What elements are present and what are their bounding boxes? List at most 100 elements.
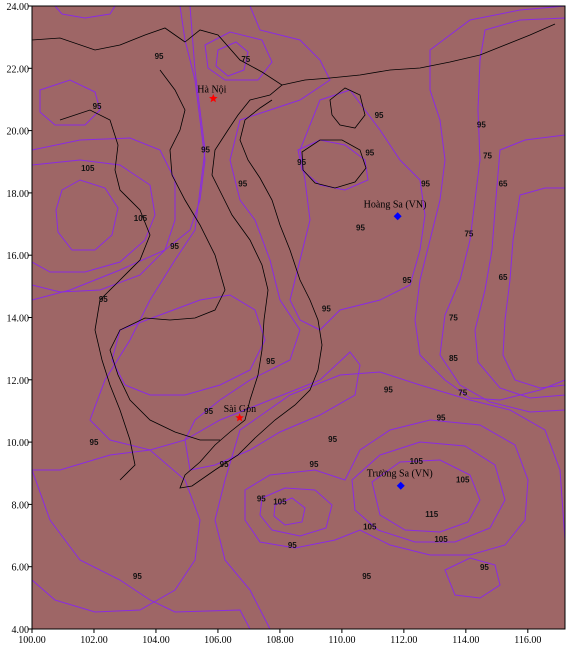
contour-value-label: 95 xyxy=(297,158,306,167)
band-gray-east xyxy=(414,6,565,401)
y-tick-label: 12.00 xyxy=(7,376,30,387)
axis-ticks: 100.00 102.00 104.00 106.00 108.00 110.00 112.… xyxy=(7,2,542,646)
contour-value-label: 105 xyxy=(456,476,470,485)
laos-cambodia-border xyxy=(109,69,226,441)
x-tick-label: 112.00 xyxy=(390,635,417,646)
y-tick-label: 16.00 xyxy=(7,251,30,262)
y-tick-label: 4.00 xyxy=(12,625,30,636)
contour-value-label: 95 xyxy=(238,180,247,189)
y-tick-label: 14.00 xyxy=(7,314,30,325)
x-tick-label: 102.00 xyxy=(80,635,108,646)
contour-value-label: 75 xyxy=(449,314,458,323)
contour-value-label: 95 xyxy=(288,541,297,550)
contour-value-label: 95 xyxy=(310,460,319,469)
city-label: Hà Nội xyxy=(197,85,226,96)
band-brown-north-pocket xyxy=(39,79,101,126)
leizhou-peninsula xyxy=(329,87,366,129)
contour-labels: 95 75 95 95 105 95 105 95 95 95 95 95 95 95 95 95 95 75 65… xyxy=(81,52,508,581)
y-tick-label: 22.00 xyxy=(7,64,30,75)
country-borders xyxy=(32,23,556,489)
y-tick-label: 20.00 xyxy=(7,127,30,138)
band-gray-southwest xyxy=(32,449,201,613)
y-tick-label: 24.00 xyxy=(7,2,30,13)
contour-value-label: 95 xyxy=(384,385,393,394)
contour-value-label: 85 xyxy=(449,354,458,363)
x-tick-label: 100.00 xyxy=(18,635,46,646)
contour-value-label: 95 xyxy=(328,435,337,444)
contour-value-label: 95 xyxy=(477,120,486,129)
contour-value-label: 95 xyxy=(365,149,374,158)
y-tick-label: 6.00 xyxy=(12,563,30,574)
place-markers: Hà Nội Hoàng Sa (VN) Sài Gòn Trường Sa (VN) xyxy=(197,85,433,490)
contour-value-label: 105 xyxy=(134,214,148,223)
hainan-island xyxy=(301,139,367,189)
contour-value-label: 95 xyxy=(133,572,142,581)
y-tick-label: 18.00 xyxy=(7,189,30,200)
contour-value-label: 95 xyxy=(437,413,446,422)
contour-value-label: 95 xyxy=(93,102,102,111)
contour-value-label: 95 xyxy=(421,180,430,189)
city-star-marker xyxy=(235,413,244,422)
contour-value-label: 75 xyxy=(458,388,467,397)
contour-value-label: 95 xyxy=(170,242,179,251)
band-red-south-outer xyxy=(244,419,529,556)
x-tick-label: 106.00 xyxy=(204,635,232,646)
contour-value-label: 75 xyxy=(241,55,250,64)
contour-value-label: 105 xyxy=(81,164,95,173)
x-tick-label: 110.00 xyxy=(328,635,355,646)
contour-value-label: 75 xyxy=(483,152,492,161)
contour-value-label: 95 xyxy=(257,494,266,503)
contour-value-label: 65 xyxy=(499,180,508,189)
band-teal-central xyxy=(32,6,565,629)
island-label: Hoàng Sa (VN) xyxy=(364,199,427,210)
contour-value-label: 95 xyxy=(220,460,229,469)
contour-value-label: 95 xyxy=(99,295,108,304)
band-gray-south-sea xyxy=(214,371,565,629)
y-tick-label: 10.00 xyxy=(7,438,30,449)
band-teal-mekong xyxy=(184,351,361,471)
band-red-south-mid xyxy=(351,441,506,543)
band-teal-inner xyxy=(111,294,266,396)
contour-value-label: 65 xyxy=(499,273,508,282)
band-red-top xyxy=(54,6,116,19)
contour-value-label: 75 xyxy=(464,230,473,239)
contour-value-label: 95 xyxy=(356,223,365,232)
band-gray-northwest xyxy=(89,6,331,451)
contour-value-label: 95 xyxy=(362,572,371,581)
band-red-south-west-core xyxy=(273,497,306,526)
contour-value-label: 95 xyxy=(403,276,412,285)
china-border xyxy=(32,23,556,86)
x-tick-label: 116.00 xyxy=(514,635,541,646)
x-tick-label: 108.00 xyxy=(266,635,294,646)
band-cyan-north-core xyxy=(215,41,249,77)
band-red-south-core xyxy=(371,459,481,533)
band-red-west-mid xyxy=(32,159,156,273)
contour-fill-layer xyxy=(32,6,565,629)
vietnam-border xyxy=(179,29,323,489)
thailand-border xyxy=(59,109,151,481)
band-cyan-mid xyxy=(474,134,565,399)
contour-value-label: 95 xyxy=(322,304,331,313)
island-diamond-marker xyxy=(396,481,405,490)
contour-value-label: 105 xyxy=(363,522,377,531)
contour-value-label: 95 xyxy=(480,563,489,572)
x-tick-label: 104.00 xyxy=(142,635,170,646)
band-red-west-outer xyxy=(32,137,176,293)
contour-value-label: 95 xyxy=(155,52,164,61)
city-label: Sài Gòn xyxy=(224,404,256,415)
contour-value-label: 105 xyxy=(434,535,448,544)
island-label: Trường Sa (VN) xyxy=(367,469,433,480)
band-red-south-west-mid xyxy=(259,487,333,537)
city-star-marker xyxy=(209,94,218,103)
x-tick-label: 114.00 xyxy=(452,635,479,646)
contour-value-label: 115 xyxy=(425,510,438,519)
band-cyan-north-outer xyxy=(204,31,273,81)
island-diamond-marker xyxy=(393,212,402,221)
contour-value-label: 95 xyxy=(201,145,210,154)
contour-value-label: 105 xyxy=(410,457,424,466)
contour-value-label: 95 xyxy=(204,407,213,416)
band-brown-southeast-pocket xyxy=(444,557,501,599)
contour-value-label: 95 xyxy=(266,357,275,366)
band-gray-sea xyxy=(289,89,426,331)
band-cyan-core xyxy=(502,187,565,389)
